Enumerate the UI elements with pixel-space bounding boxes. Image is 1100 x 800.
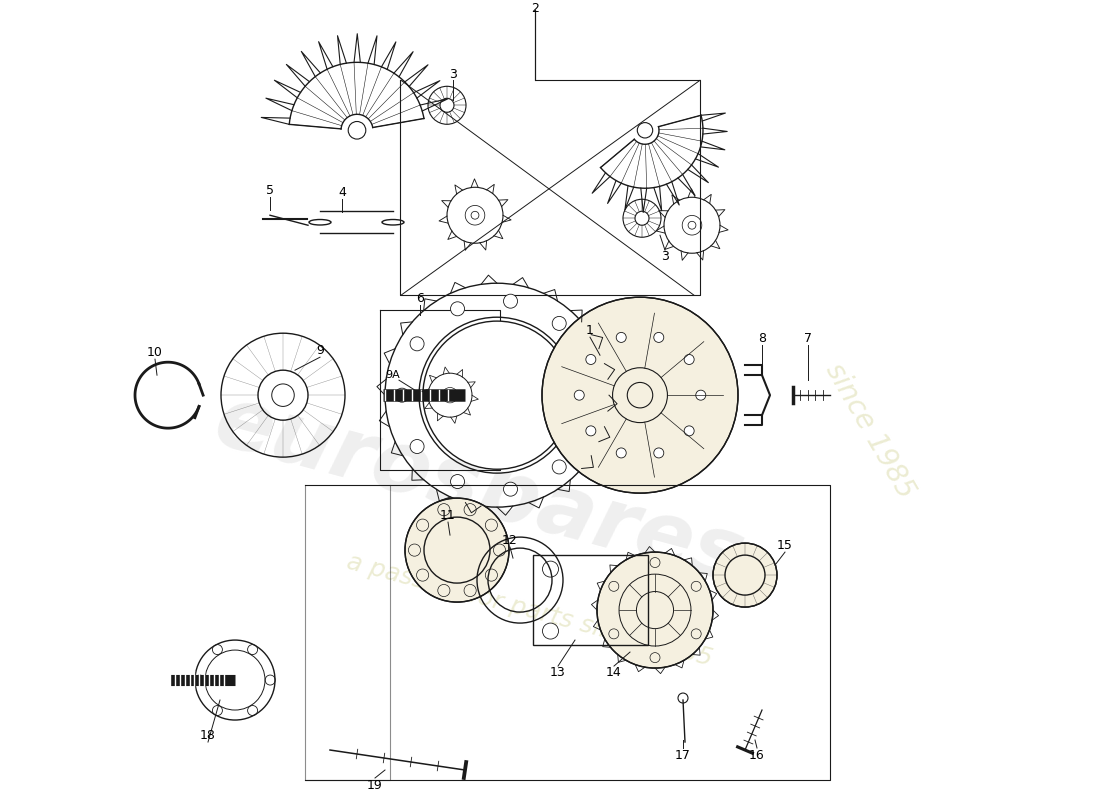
Circle shape [653, 333, 663, 342]
Text: 9: 9 [316, 344, 323, 357]
Circle shape [451, 302, 464, 316]
Circle shape [552, 460, 567, 474]
Text: 8: 8 [758, 332, 766, 345]
Text: 10: 10 [147, 346, 163, 358]
Circle shape [504, 482, 517, 496]
Circle shape [684, 426, 694, 436]
Circle shape [410, 337, 425, 351]
Text: 7: 7 [804, 332, 812, 345]
Circle shape [616, 448, 626, 458]
Text: 9A: 9A [386, 370, 400, 380]
Circle shape [581, 415, 595, 429]
Circle shape [696, 390, 706, 400]
Circle shape [581, 362, 595, 375]
Text: eurospares: eurospares [207, 379, 754, 601]
Circle shape [504, 294, 517, 308]
Circle shape [597, 552, 713, 668]
Text: 6: 6 [416, 292, 424, 305]
Text: 19: 19 [367, 778, 383, 791]
Text: 12: 12 [502, 534, 518, 546]
Circle shape [586, 426, 596, 436]
Text: 4: 4 [338, 186, 345, 198]
Ellipse shape [309, 219, 331, 225]
Circle shape [542, 298, 738, 493]
Circle shape [422, 321, 571, 470]
Bar [532, 555, 648, 645]
Text: 2: 2 [531, 2, 539, 15]
Text: 3: 3 [661, 250, 669, 262]
Circle shape [574, 390, 584, 400]
Circle shape [395, 388, 409, 402]
Circle shape [405, 498, 509, 602]
Circle shape [586, 354, 596, 365]
Circle shape [616, 333, 626, 342]
Text: 5: 5 [266, 184, 274, 197]
Text: 17: 17 [675, 749, 691, 762]
Text: 13: 13 [550, 666, 565, 678]
Text: 18: 18 [200, 729, 216, 742]
Text: 3: 3 [449, 68, 456, 81]
Circle shape [410, 439, 425, 454]
Text: since 1985: since 1985 [820, 358, 920, 503]
Text: 11: 11 [440, 509, 455, 522]
Circle shape [713, 543, 777, 607]
Text: 16: 16 [749, 749, 764, 762]
Circle shape [451, 474, 464, 489]
Circle shape [684, 354, 694, 365]
Text: 15: 15 [777, 538, 793, 552]
Text: 14: 14 [606, 666, 621, 678]
Text: a passion for parts since 1985: a passion for parts since 1985 [344, 550, 715, 670]
Circle shape [653, 448, 663, 458]
Text: 1: 1 [586, 324, 594, 337]
Circle shape [552, 317, 567, 330]
